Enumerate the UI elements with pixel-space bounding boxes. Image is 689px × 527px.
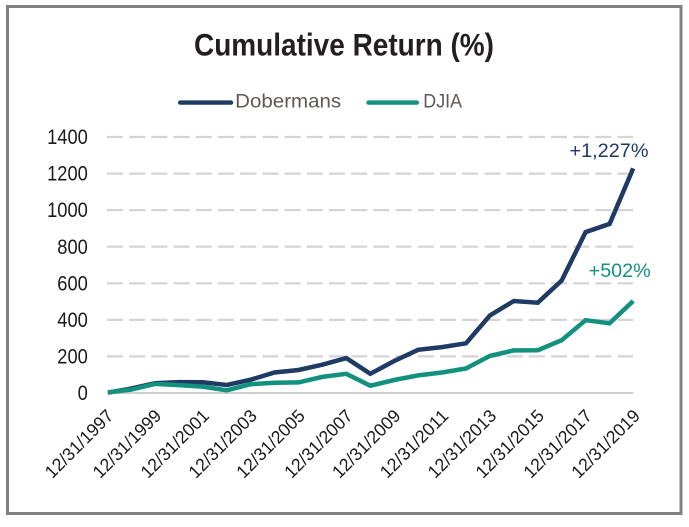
- svg-text:Dobermans: Dobermans: [235, 91, 341, 113]
- svg-text:600: 600: [57, 271, 88, 295]
- svg-text:+502%: +502%: [589, 260, 651, 282]
- svg-text:0: 0: [78, 381, 88, 405]
- svg-text:1200: 1200: [47, 162, 88, 186]
- svg-text:DJIA: DJIA: [423, 91, 462, 113]
- svg-text:Cumulative Return (%): Cumulative Return (%): [194, 26, 494, 62]
- svg-text:+1,227%: +1,227%: [570, 140, 649, 162]
- svg-text:400: 400: [57, 308, 88, 332]
- svg-text:200: 200: [57, 345, 88, 369]
- svg-text:1000: 1000: [47, 198, 88, 222]
- svg-text:1400: 1400: [47, 125, 88, 149]
- svg-text:800: 800: [57, 235, 88, 259]
